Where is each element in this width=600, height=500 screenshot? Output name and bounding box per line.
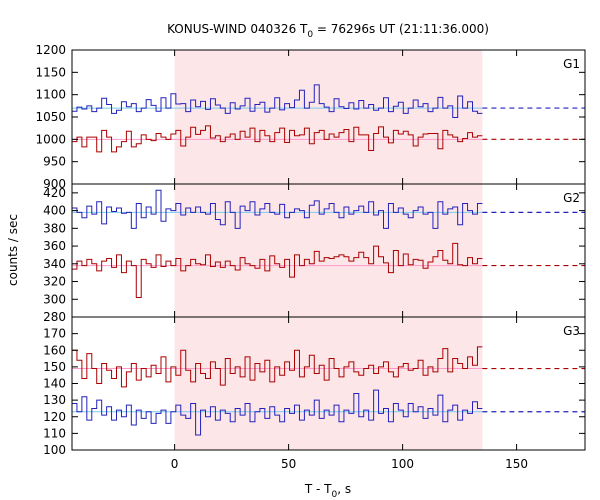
y-tick-label: 150 [43,360,66,374]
x-tick-label: 50 [281,457,296,471]
light-curve-red [72,125,483,153]
y-tick-label: 950 [43,155,66,169]
panel-g1: 900 950 1000 1050 1100 1150 1200 G1 [35,43,586,191]
x-tick-label: 150 [505,457,528,471]
highlight-interval [174,184,483,317]
light-curve-blue [72,189,483,229]
y-tick-label: 100 [43,443,66,457]
y-tick-label: 160 [43,343,66,357]
panel-label: G3 [563,324,580,338]
y-tick-label: 110 [43,426,66,440]
y-tick-label: 1050 [35,110,66,124]
panel-label: G2 [563,191,580,205]
panel-label: G1 [563,57,580,71]
y-tick-label: 170 [43,327,66,341]
light-curve-blue [72,84,483,118]
light-curve-red [72,346,483,388]
y-tick-label: 280 [43,310,66,324]
y-tick-label: 340 [43,257,66,271]
y-tick-label: 300 [43,292,66,306]
panel-g2: 280 300 320 340 360 380 400 420 G2 [43,183,586,324]
x-tick-label: 0 [171,457,179,471]
panel-g3: 100 110 120 130 140 150 160 170 G3 [43,316,586,457]
y-tick-label: 1150 [35,65,66,79]
light-curve-red [72,242,483,298]
chart-title: KONUS-WIND 040326 T0 = 76296s UT (21:11:… [167,22,489,40]
x-tick-label: 100 [391,457,414,471]
light-curve-blue [72,389,483,436]
y-tick-label: 400 [43,204,66,218]
y-axis-label: counts / sec [6,214,20,286]
y-tick-label: 140 [43,377,66,391]
y-tick-label: 1200 [35,43,66,57]
y-tick-label: 130 [43,393,66,407]
y-tick-label: 900 [43,177,66,191]
y-tick-label: 320 [43,275,66,289]
panels-group: 90095010001050110011501200G1280300320340… [35,43,586,471]
y-tick-label: 120 [43,410,66,424]
x-axis-label: T - T0, s [304,482,351,500]
y-tick-label: 420 [43,186,66,200]
y-tick-label: 380 [43,221,66,235]
y-tick-label: 1100 [35,88,66,102]
highlight-interval [174,317,483,450]
y-tick-label: 360 [43,239,66,253]
y-tick-label: 1000 [35,132,66,146]
highlight-interval [174,50,483,184]
